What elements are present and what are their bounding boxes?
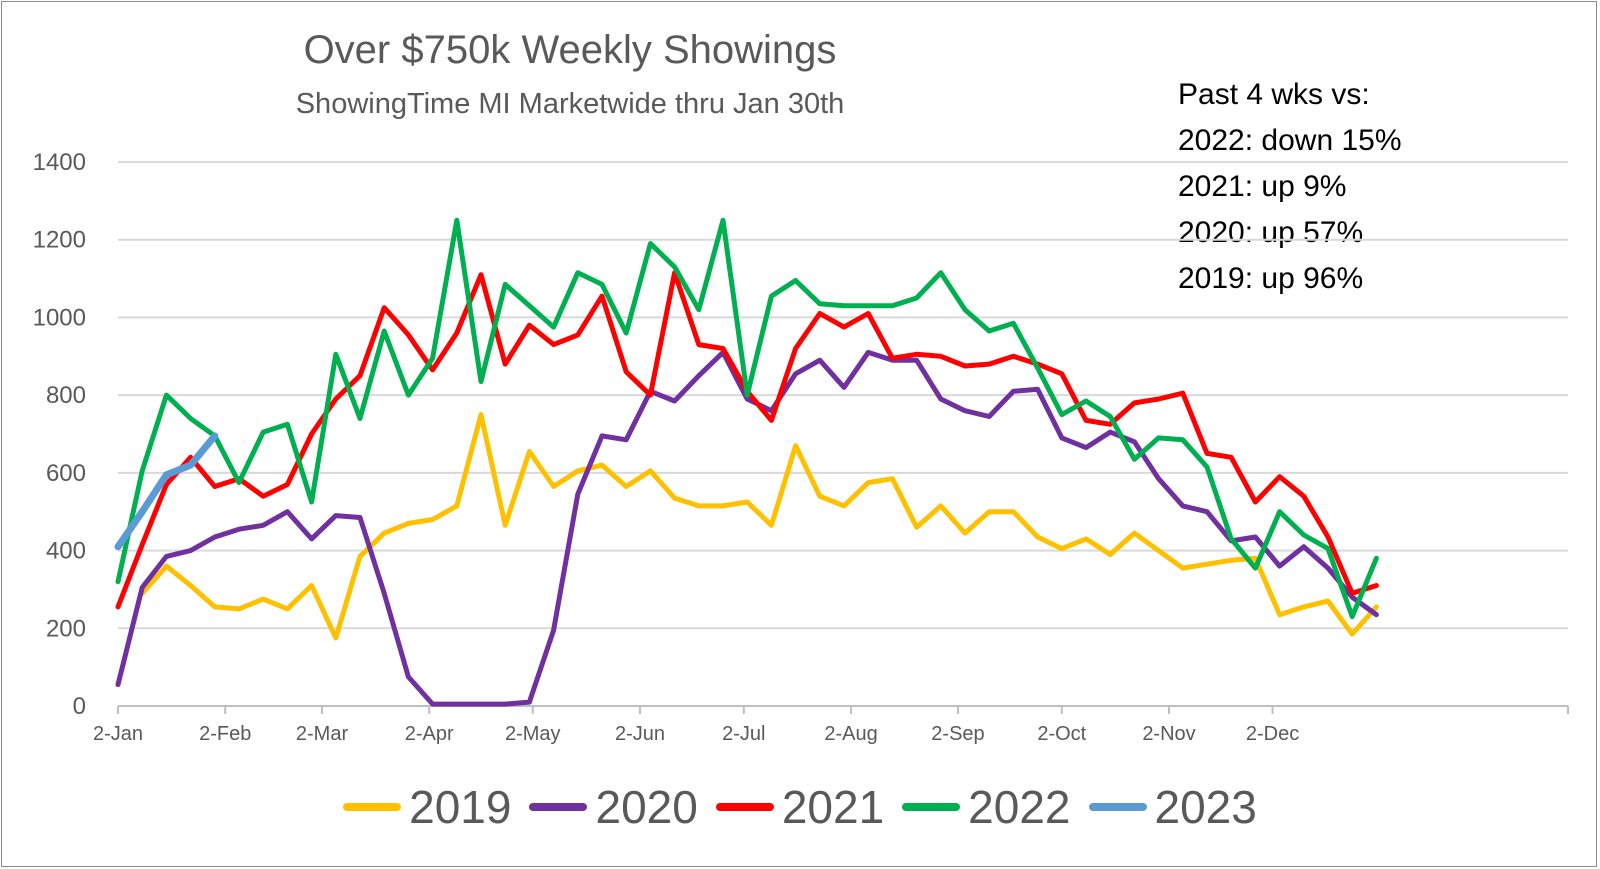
x-tick-label-2-Apr: 2-Apr	[405, 723, 454, 745]
y-tick-label-200: 200	[46, 615, 86, 642]
comparison-notes: Past 4 wks vs: 2022: down 15% 2021: up 9…	[1178, 72, 1402, 302]
legend-swatch-2021	[715, 803, 774, 811]
x-tick-label-2-Sep: 2-Sep	[931, 723, 984, 745]
y-tick-label-1200: 1200	[33, 227, 86, 254]
legend-label-2022: 2022	[968, 781, 1071, 833]
legend-item-2021: 2021	[715, 780, 885, 834]
gridlines	[118, 161, 1568, 630]
x-tick-label-2-Aug: 2-Aug	[824, 723, 877, 745]
series-lines	[114, 217, 1379, 707]
x-axis-labels: 2-Jan 2-Feb 2-Mar 2-Apr 2-May 2-Jun 2-Jul 2-Aug…	[93, 723, 1299, 745]
y-tick-label-0: 0	[73, 693, 86, 720]
y-axis-labels: 0 200 400 600 800 1000 1200 1400	[33, 149, 86, 720]
note-header: Past 4 wks vs:	[1178, 78, 1370, 111]
y-tick-label-600: 600	[46, 460, 86, 487]
legend-swatch-2020	[529, 803, 588, 811]
legend-swatch-2023	[1088, 803, 1147, 811]
x-tick-label-2-Oct: 2-Oct	[1037, 723, 1086, 745]
chart-subtitle: ShowingTime MI Marketwide thru Jan 30th	[295, 88, 845, 120]
series-line-2019	[139, 412, 1379, 641]
x-tick-label-2-Jun: 2-Jun	[615, 723, 665, 745]
legend-item-2019: 2019	[343, 780, 511, 834]
legend-swatch-2019	[343, 803, 402, 811]
legend-label-2023: 2023	[1154, 781, 1257, 833]
legend-item-2022: 2022	[902, 780, 1071, 834]
note-2022: 2022: down 15%	[1178, 124, 1402, 157]
legend-item-2023: 2023	[1088, 780, 1257, 834]
note-2019: 2019: up 96%	[1178, 262, 1364, 295]
x-tick-label-2-Nov: 2-Nov	[1142, 723, 1195, 745]
series-line-2021	[115, 270, 1379, 610]
note-2020: 2020: up 57%	[1178, 216, 1364, 249]
x-axis	[117, 705, 1569, 714]
y-tick-label-1400: 1400	[33, 149, 86, 176]
x-tick-label-2-Jul: 2-Jul	[722, 723, 765, 745]
y-tick-label-1000: 1000	[33, 304, 86, 331]
y-tick-label-400: 400	[46, 538, 86, 565]
x-tick-label-2-Feb: 2-Feb	[199, 723, 251, 745]
series-line-2023	[114, 432, 219, 551]
x-tick-label-2-May: 2-May	[505, 723, 561, 745]
series-line-2020	[115, 349, 1379, 707]
x-tick-label-2-Mar: 2-Mar	[296, 723, 349, 745]
x-tick-label-2-Jan: 2-Jan	[93, 723, 143, 745]
chart-title: Over $750k Weekly Showings	[303, 28, 837, 72]
series-line-2022	[115, 217, 1379, 620]
note-2021: 2021: up 9%	[1178, 170, 1347, 203]
legend-swatch-2022	[902, 803, 961, 811]
legend-label-2021: 2021	[781, 781, 885, 833]
y-tick-label-800: 800	[46, 382, 86, 409]
legend-label-2019: 2019	[409, 781, 512, 833]
x-tick-label-2-Dec: 2-Dec	[1246, 723, 1299, 745]
legend: 2019 2020 2021 2022 2023	[0, 780, 1600, 834]
legend-item-2020: 2020	[529, 780, 698, 834]
legend-label-2020: 2020	[595, 781, 698, 833]
